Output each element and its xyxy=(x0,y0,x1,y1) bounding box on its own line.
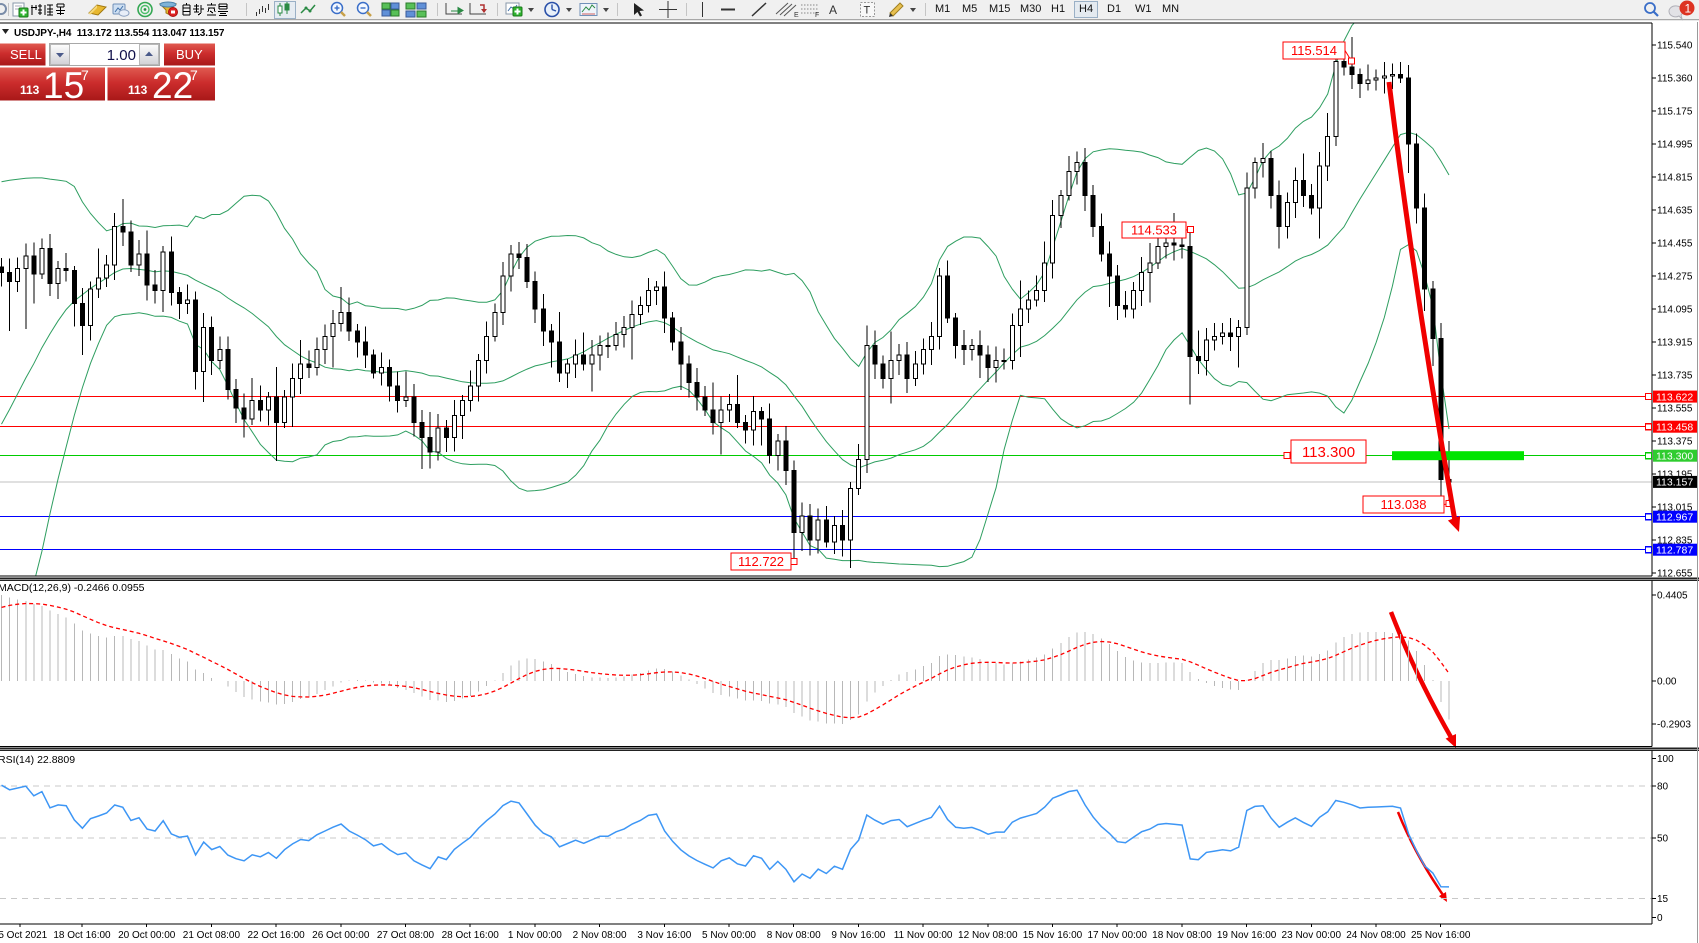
svg-text:115.514: 115.514 xyxy=(1291,43,1337,58)
svg-text:2 Nov 08:00: 2 Nov 08:00 xyxy=(573,930,627,941)
svg-text:SELL: SELL xyxy=(10,47,42,62)
svg-text:18 Nov 08:00: 18 Nov 08:00 xyxy=(1152,930,1212,941)
svg-text:112.722: 112.722 xyxy=(738,554,784,569)
svg-text:11 Nov 00:00: 11 Nov 00:00 xyxy=(894,930,953,941)
svg-text:A: A xyxy=(829,3,837,17)
svg-text:114.635: 114.635 xyxy=(1657,206,1693,217)
svg-text:15 Nov 16:00: 15 Nov 16:00 xyxy=(1023,930,1083,941)
svg-text:115.540: 115.540 xyxy=(1657,41,1693,52)
svg-text:1.00: 1.00 xyxy=(107,47,136,64)
svg-text:112.655: 112.655 xyxy=(1657,569,1693,580)
svg-text:24 Nov 08:00: 24 Nov 08:00 xyxy=(1346,930,1406,941)
svg-text:115.175: 115.175 xyxy=(1657,107,1693,118)
svg-text:112.835: 112.835 xyxy=(1657,536,1693,547)
svg-text:18 Oct 16:00: 18 Oct 16:00 xyxy=(53,930,111,941)
svg-text:BUY: BUY xyxy=(176,47,203,62)
svg-text:112.967: 112.967 xyxy=(1656,512,1693,524)
svg-text:9 Nov 16:00: 9 Nov 16:00 xyxy=(831,930,885,941)
svg-text:0.4405: 0.4405 xyxy=(1657,591,1688,602)
svg-text:21 Oct 08:00: 21 Oct 08:00 xyxy=(183,930,241,941)
svg-text:28 Oct 16:00: 28 Oct 16:00 xyxy=(442,930,500,941)
svg-text:5 Nov 00:00: 5 Nov 00:00 xyxy=(702,930,756,941)
svg-text:114.455: 114.455 xyxy=(1657,239,1693,250)
svg-text:0.00: 0.00 xyxy=(1657,677,1677,688)
svg-text:1: 1 xyxy=(1685,2,1692,16)
svg-text:112.787: 112.787 xyxy=(1656,545,1693,557)
svg-text:113.915: 113.915 xyxy=(1657,338,1693,349)
svg-text:15: 15 xyxy=(43,65,84,106)
svg-text:26 Oct 00:00: 26 Oct 00:00 xyxy=(312,930,370,941)
svg-text:113.015: 113.015 xyxy=(1657,503,1693,514)
svg-text:MACD(12,26,9) -0.2466 0.0955: MACD(12,26,9) -0.2466 0.0955 xyxy=(0,582,145,594)
svg-text:1 Nov 00:00: 1 Nov 00:00 xyxy=(508,930,562,941)
svg-text:7: 7 xyxy=(81,67,89,83)
svg-text:0: 0 xyxy=(1657,913,1663,924)
svg-text:E: E xyxy=(794,12,799,19)
svg-text:15: 15 xyxy=(1657,894,1669,905)
svg-text:-0.2903: -0.2903 xyxy=(1657,719,1691,730)
svg-text:RSI(14) 22.8809: RSI(14) 22.8809 xyxy=(0,754,75,766)
svg-text:8 Nov 08:00: 8 Nov 08:00 xyxy=(767,930,821,941)
svg-text:113.458: 113.458 xyxy=(1656,422,1693,434)
svg-text:113.300: 113.300 xyxy=(1302,444,1355,461)
svg-text:113.735: 113.735 xyxy=(1657,371,1693,382)
svg-text:113: 113 xyxy=(128,83,148,97)
svg-text:113.622: 113.622 xyxy=(1656,391,1693,403)
svg-text:113.300: 113.300 xyxy=(1656,451,1693,463)
svg-text:F: F xyxy=(815,12,819,19)
svg-text:114.815: 114.815 xyxy=(1657,173,1693,184)
svg-text:113.555: 113.555 xyxy=(1657,404,1693,415)
svg-text:15 Oct 2021: 15 Oct 2021 xyxy=(0,930,48,941)
svg-text:80: 80 xyxy=(1657,781,1669,792)
svg-text:19 Nov 16:00: 19 Nov 16:00 xyxy=(1217,930,1277,941)
svg-text:100: 100 xyxy=(1657,754,1674,765)
svg-text:3 Nov 16:00: 3 Nov 16:00 xyxy=(637,930,691,941)
svg-text:22 Oct 16:00: 22 Oct 16:00 xyxy=(247,930,305,941)
svg-text:114.275: 114.275 xyxy=(1657,272,1693,283)
svg-text:113.157: 113.157 xyxy=(1656,477,1693,489)
svg-text:23 Nov 00:00: 23 Nov 00:00 xyxy=(1282,930,1342,941)
svg-text:7: 7 xyxy=(190,67,198,83)
svg-text:113.195: 113.195 xyxy=(1657,470,1693,481)
svg-text:12 Nov 08:00: 12 Nov 08:00 xyxy=(958,930,1018,941)
svg-text:113.375: 113.375 xyxy=(1657,437,1693,448)
svg-text:113.038: 113.038 xyxy=(1380,497,1426,512)
svg-text:114.095: 114.095 xyxy=(1657,305,1693,316)
svg-text:T: T xyxy=(864,5,871,17)
svg-text:50: 50 xyxy=(1657,833,1669,844)
svg-text:27 Oct 08:00: 27 Oct 08:00 xyxy=(377,930,435,941)
svg-text:USDJPY-,H4 113.172 113.554 11: USDJPY-,H4 113.172 113.554 113.047 113.1… xyxy=(14,28,225,39)
svg-text:25 Nov 16:00: 25 Nov 16:00 xyxy=(1411,930,1471,941)
svg-text:20 Oct 00:00: 20 Oct 00:00 xyxy=(118,930,176,941)
svg-text:115.360: 115.360 xyxy=(1657,74,1693,85)
svg-text:113: 113 xyxy=(20,83,40,97)
svg-text:114.533: 114.533 xyxy=(1131,223,1177,238)
svg-text:114.995: 114.995 xyxy=(1657,140,1693,151)
svg-text:22: 22 xyxy=(152,65,193,106)
svg-text:17 Nov 00:00: 17 Nov 00:00 xyxy=(1087,930,1147,941)
